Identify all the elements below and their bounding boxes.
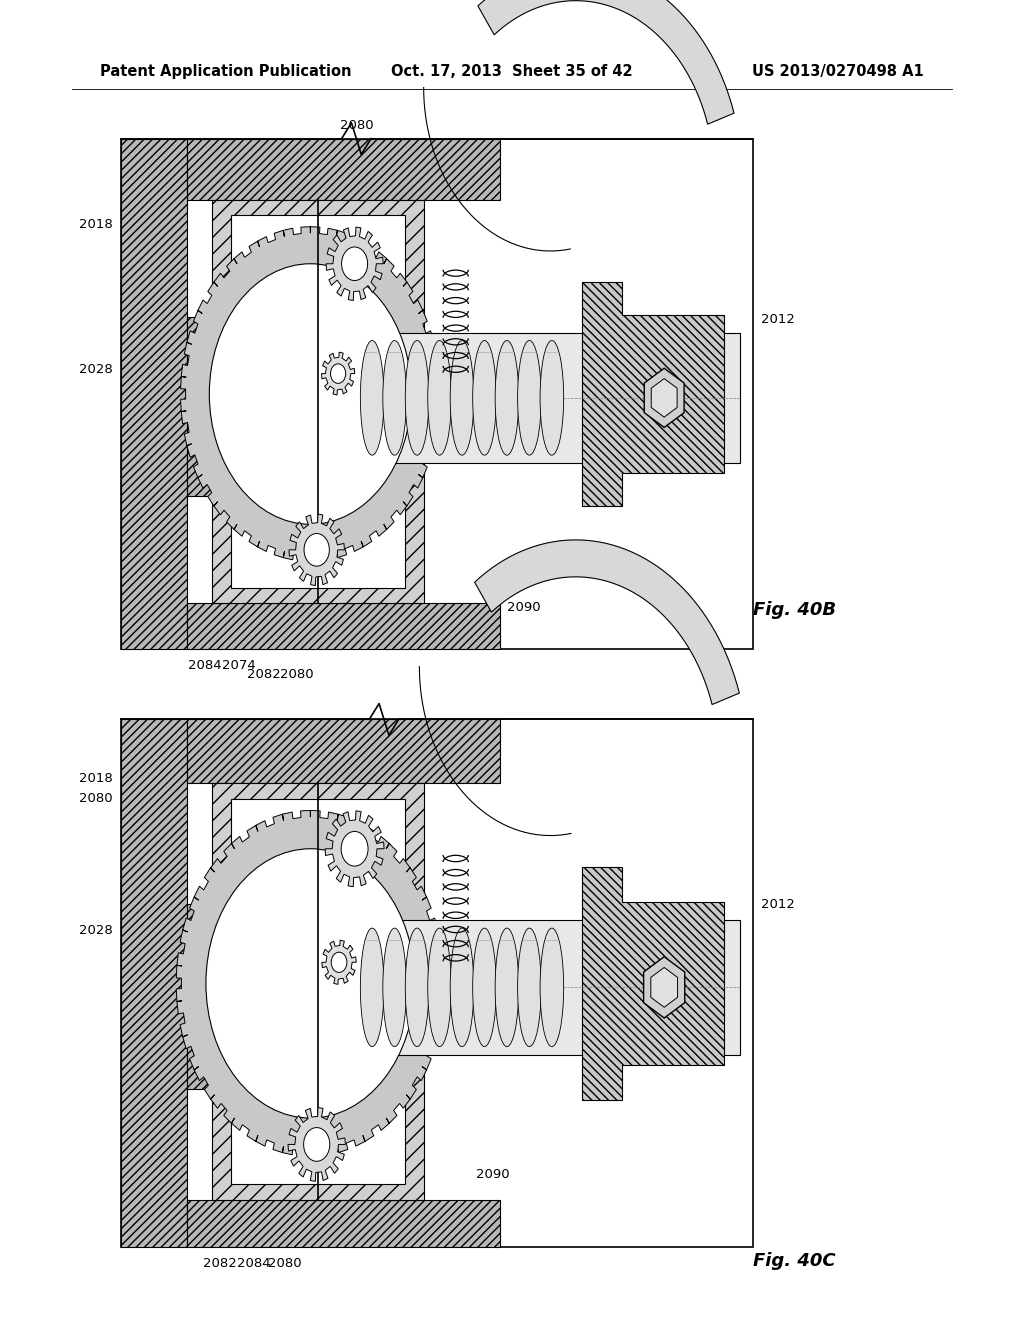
Text: 2082: 2082 xyxy=(204,1257,237,1270)
Polygon shape xyxy=(180,227,440,561)
Polygon shape xyxy=(322,352,354,395)
Ellipse shape xyxy=(383,341,407,455)
Ellipse shape xyxy=(517,928,542,1047)
Text: 2084: 2084 xyxy=(188,659,221,672)
Text: 2012: 2012 xyxy=(761,898,795,911)
Text: 2018: 2018 xyxy=(79,772,113,785)
Ellipse shape xyxy=(540,928,563,1047)
Polygon shape xyxy=(474,540,739,705)
Text: 2074: 2074 xyxy=(222,659,255,672)
Text: Patent Application Publication: Patent Application Publication xyxy=(100,65,352,79)
Ellipse shape xyxy=(473,341,497,455)
Bar xyxy=(231,799,406,1184)
Ellipse shape xyxy=(451,928,474,1047)
Circle shape xyxy=(342,247,368,281)
Bar xyxy=(187,603,500,649)
Ellipse shape xyxy=(360,341,384,455)
Polygon shape xyxy=(582,281,724,507)
Bar xyxy=(212,783,424,1200)
Circle shape xyxy=(304,533,330,566)
Bar xyxy=(187,719,500,783)
Circle shape xyxy=(304,1127,330,1162)
Ellipse shape xyxy=(496,341,519,455)
Text: 2028: 2028 xyxy=(79,924,113,937)
Text: 2080: 2080 xyxy=(281,668,313,681)
Ellipse shape xyxy=(428,928,452,1047)
Ellipse shape xyxy=(496,928,519,1047)
Ellipse shape xyxy=(517,341,542,455)
Text: Fig. 40C: Fig. 40C xyxy=(753,1251,836,1270)
Circle shape xyxy=(331,364,346,383)
Polygon shape xyxy=(326,227,383,301)
Text: Fig. 40B: Fig. 40B xyxy=(753,601,836,619)
Bar xyxy=(187,1200,500,1247)
Polygon shape xyxy=(651,968,678,1007)
Bar xyxy=(187,904,212,1089)
Text: 2096: 2096 xyxy=(579,363,612,376)
Ellipse shape xyxy=(383,928,407,1047)
Circle shape xyxy=(209,264,412,524)
Polygon shape xyxy=(478,0,734,124)
Text: 2028: 2028 xyxy=(79,363,113,376)
Ellipse shape xyxy=(406,928,429,1047)
Circle shape xyxy=(341,832,368,866)
Polygon shape xyxy=(325,810,384,887)
Text: 2082: 2082 xyxy=(248,668,281,681)
Text: 2080: 2080 xyxy=(340,119,373,132)
Text: US 2013/0270498 A1: US 2013/0270498 A1 xyxy=(752,65,924,79)
Polygon shape xyxy=(644,368,684,428)
Bar xyxy=(212,199,424,603)
Ellipse shape xyxy=(360,928,384,1047)
Bar xyxy=(121,719,187,1247)
Text: 2080: 2080 xyxy=(268,1257,301,1270)
Bar xyxy=(121,719,753,1247)
Bar xyxy=(121,139,187,649)
Bar xyxy=(231,215,406,589)
Polygon shape xyxy=(322,940,356,985)
Polygon shape xyxy=(651,379,677,417)
Text: Oct. 17, 2013  Sheet 35 of 42: Oct. 17, 2013 Sheet 35 of 42 xyxy=(391,65,633,79)
Circle shape xyxy=(331,952,347,973)
Text: 2080: 2080 xyxy=(79,792,113,805)
Bar xyxy=(360,333,740,463)
Bar xyxy=(187,139,500,199)
Ellipse shape xyxy=(406,341,429,455)
Text: 2090: 2090 xyxy=(507,601,541,614)
Circle shape xyxy=(206,849,415,1118)
Ellipse shape xyxy=(428,341,452,455)
Ellipse shape xyxy=(451,341,474,455)
Polygon shape xyxy=(582,867,724,1100)
Text: 2096: 2096 xyxy=(553,924,587,937)
Polygon shape xyxy=(288,1107,345,1181)
Polygon shape xyxy=(176,810,444,1156)
Bar xyxy=(187,317,212,496)
Polygon shape xyxy=(289,513,344,586)
Polygon shape xyxy=(644,957,685,1018)
Ellipse shape xyxy=(540,341,563,455)
Text: 2084: 2084 xyxy=(238,1257,270,1270)
Text: 2090: 2090 xyxy=(476,1168,510,1181)
Bar xyxy=(360,920,740,1055)
Text: 2012: 2012 xyxy=(761,313,795,326)
Ellipse shape xyxy=(473,928,497,1047)
Bar xyxy=(121,139,753,649)
Text: 2018: 2018 xyxy=(79,218,113,231)
